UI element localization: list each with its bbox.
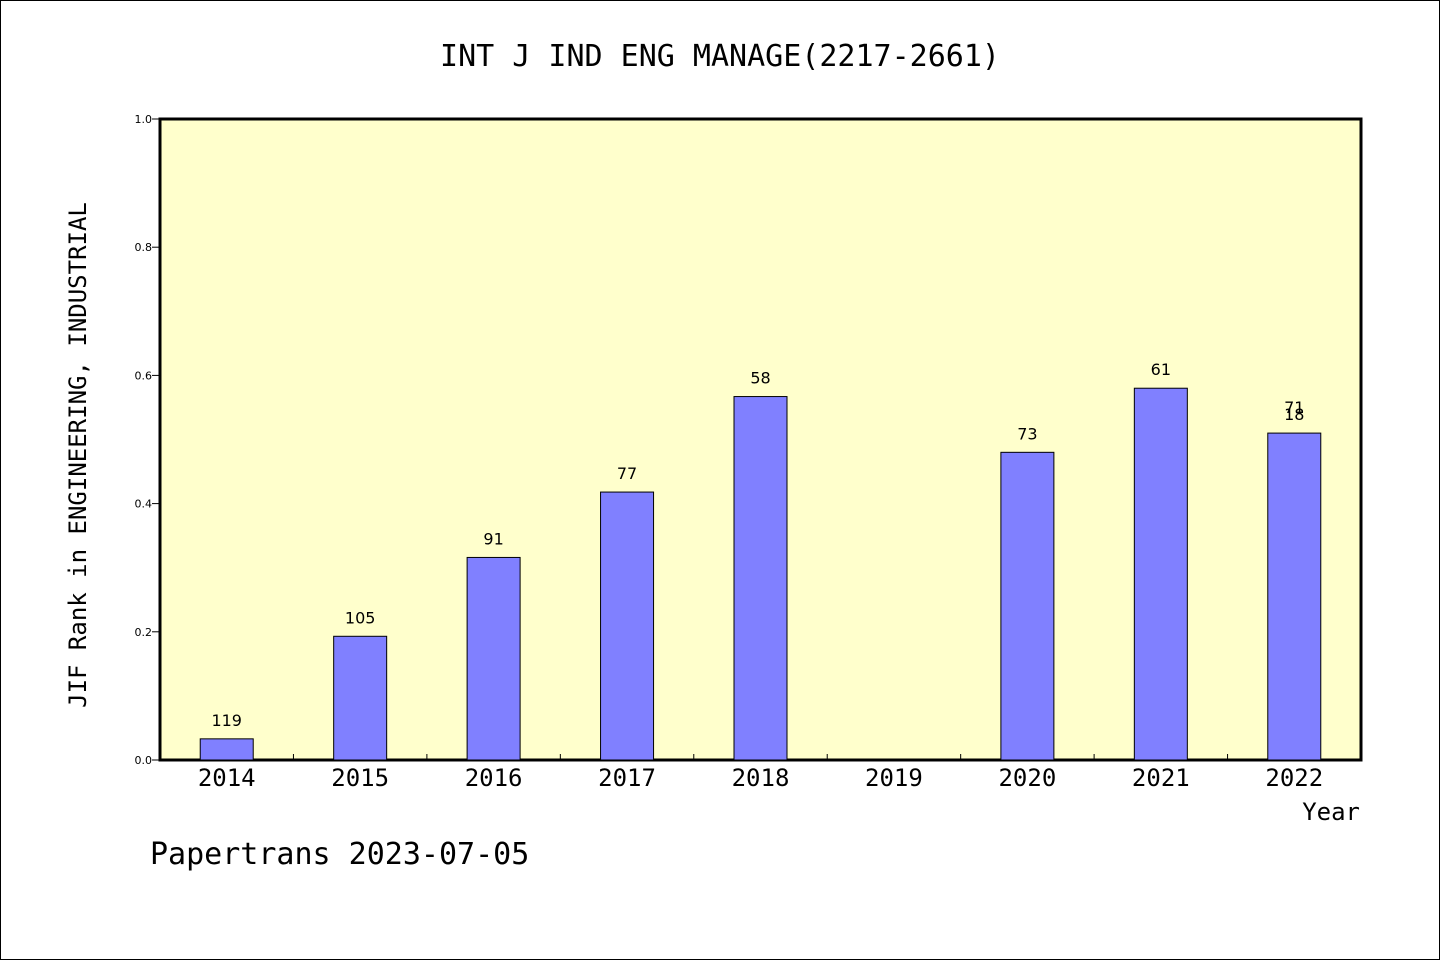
y-axis: 0.0 0.2 0.4 0.6 0.8 1.0 bbox=[135, 113, 160, 767]
bar-2015 bbox=[333, 635, 388, 761]
x-axis: 2014 2015 2016 2017 2018 2019 2020 2021 2022 bbox=[198, 754, 1323, 792]
bar-value-label: 61 bbox=[1151, 360, 1171, 379]
bar-2016 bbox=[466, 556, 521, 761]
bar-2021 bbox=[1133, 387, 1188, 761]
bar-2017 bbox=[600, 491, 655, 761]
x-tick-label: 2020 bbox=[998, 764, 1056, 792]
bar-value-label: 105 bbox=[345, 608, 376, 627]
y-tick-label: 0.0 bbox=[135, 754, 153, 767]
x-tick-label: 2022 bbox=[1265, 764, 1323, 792]
y-tick-label: 1.0 bbox=[135, 113, 153, 126]
bar-2018 bbox=[733, 396, 788, 761]
bar-value-label: 77 bbox=[617, 464, 637, 483]
bar-value-label: 18 bbox=[1284, 405, 1304, 424]
chart-title: INT J IND ENG MANAGE(2217-2661) bbox=[440, 39, 1000, 74]
y-tick-label: 0.6 bbox=[135, 369, 153, 382]
y-axis-label: JIF Rank in ENGINEERING, INDUSTRIAL bbox=[64, 202, 92, 708]
bar-extra-label: 71 bbox=[1284, 398, 1304, 417]
y-tick-label: 0.8 bbox=[135, 241, 153, 254]
bar-value-label: 91 bbox=[483, 529, 503, 548]
x-tick-label: 2014 bbox=[198, 764, 256, 792]
bar-2014 bbox=[199, 738, 254, 761]
bar-value-label: 119 bbox=[211, 711, 242, 730]
x-tick-label: 2015 bbox=[331, 764, 389, 792]
y-tick-label: 0.2 bbox=[135, 626, 153, 639]
y-tick-label: 0.4 bbox=[135, 498, 153, 511]
bar-value-label: 58 bbox=[750, 369, 770, 388]
bar-2022 bbox=[1267, 432, 1322, 761]
x-axis-label: Year bbox=[1302, 798, 1360, 826]
bar-2020 bbox=[1000, 451, 1055, 761]
footer-text: Papertrans 2023-07-05 bbox=[150, 837, 529, 872]
x-tick-label: 2017 bbox=[598, 764, 656, 792]
x-tick-label: 2016 bbox=[465, 764, 523, 792]
x-tick-label: 2018 bbox=[732, 764, 790, 792]
bar-value-label: 73 bbox=[1017, 424, 1037, 443]
bars bbox=[199, 387, 1322, 761]
x-tick-label: 2019 bbox=[865, 764, 923, 792]
x-tick-label: 2021 bbox=[1132, 764, 1190, 792]
